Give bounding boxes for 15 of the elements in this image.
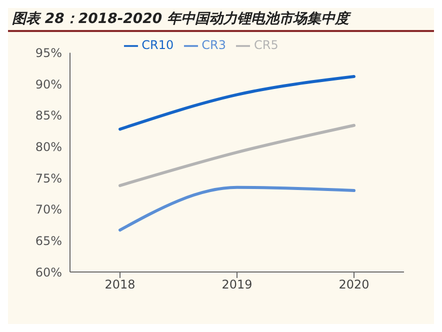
chart-title: 图表 28：2018-2020 年中国动力锂电池市场集中度	[8, 8, 434, 32]
y-tick-label: 95%	[35, 46, 62, 60]
y-tick-label: 60%	[35, 265, 62, 280]
x-tick-label: 2020	[338, 278, 370, 292]
y-tick-label: 70%	[35, 202, 62, 217]
legend-label: CR5	[254, 38, 278, 52]
legend-label: CR10	[142, 38, 174, 52]
y-tick-label: 75%	[35, 171, 62, 186]
x-tick-label: 2018	[104, 278, 136, 292]
y-tick-label: 65%	[35, 234, 62, 248]
y-tick-label: 90%	[35, 77, 62, 92]
y-tick-label: 80%	[35, 140, 62, 154]
x-tick-label: 2019	[222, 278, 252, 292]
legend-label: CR3	[202, 38, 226, 52]
y-tick-label: 85%	[35, 108, 62, 123]
